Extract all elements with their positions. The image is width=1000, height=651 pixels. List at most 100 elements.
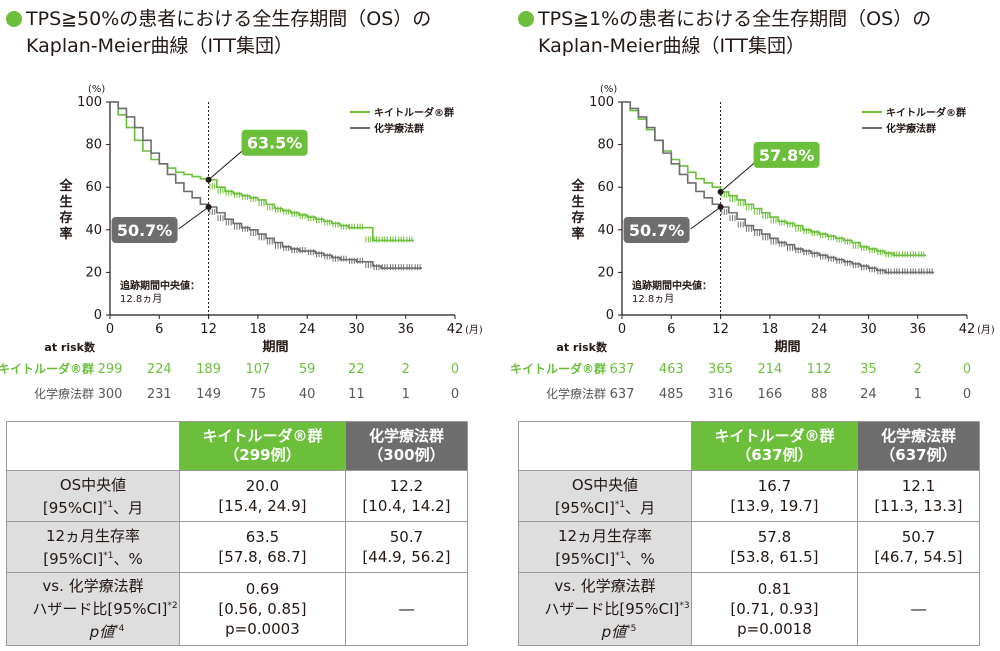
row-label-os: OS中央値 [95%CI]*1、月 [518, 470, 692, 522]
cell-value: 50.7 [44.9, 56.2] [344, 521, 469, 573]
cell-value: 63.5 [57.8, 68.7] [179, 521, 346, 573]
at-risk-value: 637 [610, 387, 635, 402]
callout-box [623, 217, 690, 244]
col-keytruda: キイトルーダ®群 （637例） [691, 421, 858, 471]
at-risk-value: 107 [245, 362, 270, 377]
row-label-os: OS中央値 [95%CI]*1、月 [6, 470, 180, 522]
x-tick-label: 24 [811, 322, 828, 337]
bullet-icon [6, 11, 22, 27]
at-risk-value: 59 [299, 362, 316, 377]
x-tick-label: 30 [860, 322, 877, 337]
row-label-12m: 12ヵ月生存率 [95%CI]*1、% [6, 521, 180, 573]
at-risk-header: at risk数 [44, 340, 96, 354]
at-risk-value: 0 [451, 362, 459, 377]
at-risk-value: 35 [860, 362, 877, 377]
at-risk-value: 2 [914, 362, 922, 377]
at-risk-value: 149 [196, 387, 221, 402]
col-keytruda: キイトルーダ®群 （299例） [179, 421, 346, 471]
at-risk-value: 189 [196, 362, 221, 377]
summary-table: キイトルーダ®群 （637例） 化学療法群 （637例） OS中央値 [95%CI]*… [518, 421, 981, 646]
y-unit: (%) [600, 84, 617, 95]
panel-tps50: TPS≧50%の患者における全生存期間（OS）の Kaplan-Meier曲線（… [0, 0, 490, 651]
callout-label: 50.7% [117, 221, 173, 240]
legend-label: 化学療法群 [886, 122, 936, 135]
panel-title: TPS≧1%の患者における全生存期間（OS）の Kaplan-Meier曲線（I… [518, 6, 931, 60]
callout-label: 50.7% [629, 221, 685, 240]
at-risk-value: 88 [811, 387, 828, 402]
x-tick-label: 0 [618, 322, 626, 337]
y-tick-label: 40 [597, 223, 614, 238]
x-tick-label: 24 [299, 322, 316, 337]
y-unit: (%) [88, 84, 105, 95]
x-tick-label: 6 [667, 322, 675, 337]
at-risk-value: 316 [708, 387, 733, 402]
cell-value: ― [856, 572, 981, 646]
y-tick-label: 60 [85, 180, 102, 195]
at-risk-value: 214 [757, 362, 782, 377]
col-chemo: 化学療法群 （637例） [856, 421, 981, 471]
cell-value: 0.69 [0.56, 0.85] p=0.0003 [179, 572, 346, 646]
x-tick-label: 30 [348, 322, 365, 337]
at-risk-label: キイトルーダ®群 [510, 361, 606, 376]
summary-table: キイトルーダ®群 （299例） 化学療法群 （300例） OS中央値 [95%CI]*… [6, 421, 469, 646]
y-tick-label: 20 [597, 265, 614, 280]
at-risk-value: 24 [860, 387, 877, 402]
col-chemo: 化学療法群 （300例） [344, 421, 469, 471]
cell-value: 12.2 [10.4, 14.2] [344, 470, 469, 522]
y-tick-label: 80 [85, 138, 102, 153]
y-tick-label: 0 [94, 308, 102, 323]
x-axis-label: 期間 [263, 340, 289, 355]
at-risk-value: 0 [963, 362, 971, 377]
at-risk-value: 463 [659, 362, 684, 377]
row-label-12m: 12ヵ月生存率 [95%CI]*1、% [518, 521, 692, 573]
row-label-hr: vs. 化学療法群 ハザード比[95%CI]*2 p値*4 [6, 572, 180, 646]
y-tick-label: 60 [597, 180, 614, 195]
callout-box [111, 217, 178, 244]
callout-label: 63.5% [247, 134, 303, 153]
callout-leader [720, 161, 756, 193]
callout-leader [178, 206, 209, 230]
at-risk-value: 112 [807, 362, 832, 377]
x-tick-label: 12 [712, 322, 729, 337]
x-tick-label: 6 [155, 322, 163, 337]
y-tick-label: 20 [85, 265, 102, 280]
median-note: 12.8ヵ月 [632, 293, 674, 305]
at-risk-value: 1 [914, 387, 922, 402]
at-risk-value: 300 [98, 387, 123, 402]
legend-label: キイトルーダ®群 [374, 106, 454, 119]
cell-value: 50.7 [46.7, 54.5] [856, 521, 981, 573]
at-risk-value: 11 [348, 387, 365, 402]
panel-tps1: TPS≧1%の患者における全生存期間（OS）の Kaplan-Meier曲線（I… [510, 0, 1000, 651]
at-risk-value: 637 [610, 362, 635, 377]
at-risk-value: 166 [757, 387, 782, 402]
at-risk-value: 485 [659, 387, 684, 402]
at-risk-value: 2 [402, 362, 410, 377]
callout-leader [208, 149, 244, 181]
at-risk-header: at risk数 [556, 340, 608, 354]
at-risk-value: 0 [963, 387, 971, 402]
x-tick-label: 42 [959, 322, 976, 337]
panel-title: TPS≧50%の患者における全生存期間（OS）の Kaplan-Meier曲線（… [6, 6, 431, 60]
x-tick-label: 12 [200, 322, 217, 337]
at-risk-label: キイトルーダ®群 [0, 361, 94, 376]
median-note: 12.8ヵ月 [120, 293, 162, 305]
at-risk-value: 365 [708, 362, 733, 377]
cell-value: 20.0 [15.4, 24.9] [179, 470, 346, 522]
cell-value: 57.8 [53.8, 61.5] [691, 521, 858, 573]
bullet-icon [518, 11, 534, 27]
y-tick-label: 100 [589, 95, 614, 110]
x-axis-label: 期間 [775, 340, 801, 355]
km-curve-chemo [110, 101, 423, 269]
at-risk-value: 224 [147, 362, 172, 377]
legend-label: キイトルーダ®群 [886, 106, 966, 119]
x-tick-label: 42 [447, 322, 464, 337]
cell-value: 12.1 [11.3, 13.3] [856, 470, 981, 522]
row-label-hr: vs. 化学療法群 ハザード比[95%CI]*3 p値*5 [518, 572, 692, 646]
y-tick-label: 0 [606, 308, 614, 323]
cell-value: 16.7 [13.9, 19.7] [691, 470, 858, 522]
y-axis-label: 全生存率 [58, 178, 73, 242]
x-tick-label: 36 [909, 322, 926, 337]
x-unit: (月) [465, 324, 483, 336]
